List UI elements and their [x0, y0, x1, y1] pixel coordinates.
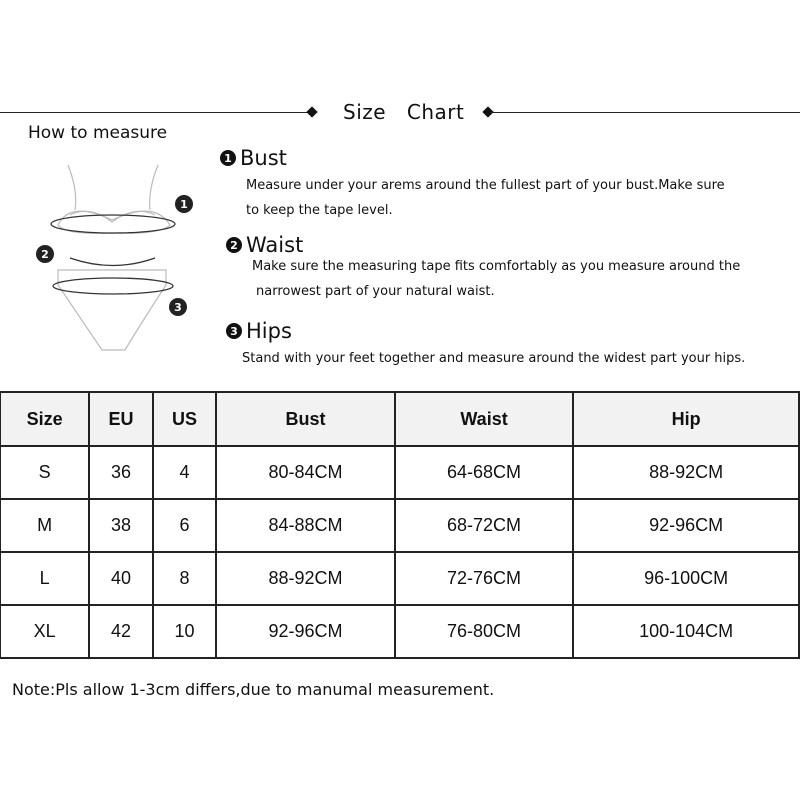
col-bust: Bust	[215, 391, 396, 447]
table-cell: 92-96CM	[215, 604, 396, 659]
col-eu: EU	[88, 391, 154, 447]
section-waist-desc: Make sure the measuring tape fits comfor…	[252, 254, 740, 304]
number-2-icon: 2	[226, 237, 242, 253]
title-rule-right	[490, 112, 800, 113]
table-cell: 68-72CM	[393, 498, 575, 553]
table-cell: 100-104CM	[572, 604, 800, 659]
table-row: L 40 8 88-92CM 72-76CM 96-100CM	[0, 551, 800, 606]
table-cell: 76-80CM	[393, 604, 575, 659]
table-cell: XL	[0, 604, 91, 659]
marker-3: 3	[169, 298, 187, 316]
section-hips-heading: 3 Hips	[226, 319, 292, 343]
marker-1: 1	[175, 195, 193, 213]
table-cell: 6	[151, 498, 218, 553]
desc-line: narrowest part of your natural waist.	[256, 284, 495, 299]
desc-line: to keep the tape level.	[246, 203, 393, 218]
table-cell: 92-96CM	[572, 498, 800, 553]
table-cell: 72-76CM	[393, 551, 575, 606]
table-cell: 8	[151, 551, 218, 606]
table-cell: S	[0, 445, 91, 500]
table-cell: L	[0, 551, 91, 606]
section-title: Waist	[246, 233, 304, 257]
table-cell: 88-92CM	[215, 551, 396, 606]
svg-text:2: 2	[41, 248, 49, 261]
table-row: M 38 6 84-88CM 68-72CM 92-96CM	[0, 498, 800, 553]
table-cell: 42	[88, 604, 154, 659]
number-3-icon: 3	[226, 323, 242, 339]
col-hip: Hip	[572, 391, 800, 447]
number-1-icon: 1	[220, 150, 236, 166]
table-cell: M	[0, 498, 91, 553]
col-waist: Waist	[393, 391, 575, 447]
table-cell: 84-88CM	[215, 498, 396, 553]
section-title: Hips	[246, 319, 292, 343]
section-title: Bust	[240, 146, 287, 170]
section-hips-desc: Stand with your feet together and measur…	[242, 346, 745, 371]
table-cell: 64-68CM	[393, 445, 575, 500]
table-cell: 80-84CM	[215, 445, 396, 500]
table-cell: 38	[88, 498, 154, 553]
title-rule-left	[0, 112, 312, 113]
table-cell: 88-92CM	[572, 445, 800, 500]
note-text: Note:Pls allow 1-3cm differs,due to manu…	[12, 680, 495, 699]
diamond-icon	[306, 106, 318, 118]
svg-text:3: 3	[174, 301, 182, 314]
section-bust-heading: 1 Bust	[220, 146, 287, 170]
desc-line: Stand with your feet together and measur…	[242, 351, 746, 366]
table-cell: 10	[151, 604, 218, 659]
marker-2: 2	[36, 245, 54, 263]
bikini-illustration: 1 2 3	[36, 164, 193, 351]
col-size: Size	[0, 391, 91, 447]
table-row: S 36 4 80-84CM 64-68CM 88-92CM	[0, 445, 800, 500]
table-header-row: Size EU US Bust Waist Hip	[0, 391, 800, 447]
desc-line: Make sure the measuring tape fits comfor…	[252, 259, 741, 274]
section-bust-desc: Measure under your arems around the full…	[246, 173, 725, 223]
size-table: Size EU US Bust Waist Hip S 36 4 80-84CM 64-…	[0, 391, 800, 659]
svg-text:1: 1	[180, 198, 188, 211]
section-waist-heading: 2 Waist	[226, 233, 303, 257]
desc-line: Measure under your arems around the full…	[246, 178, 725, 193]
col-us: US	[151, 391, 218, 447]
table-cell: 36	[88, 445, 154, 500]
table-cell: 40	[88, 551, 154, 606]
table-cell: 4	[151, 445, 218, 500]
table-row: XL 42 10 92-96CM 76-80CM 100-104CM	[0, 604, 800, 659]
table-cell: 96-100CM	[572, 551, 800, 606]
how-to-measure-label: How to measure	[28, 123, 168, 143]
page-title: Size Chart	[343, 100, 465, 124]
